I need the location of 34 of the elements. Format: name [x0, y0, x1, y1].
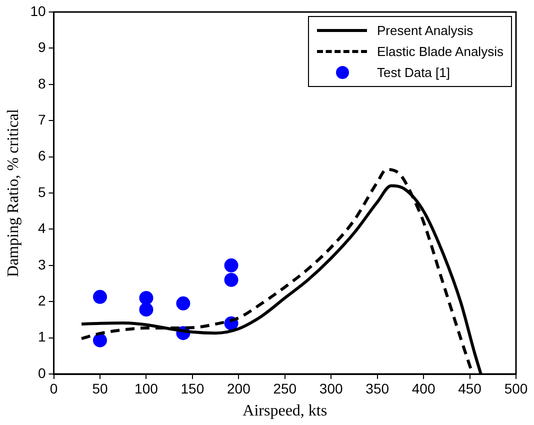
x-tick-label: 300	[319, 380, 343, 396]
y-tick-label: 2	[38, 292, 46, 308]
y-tick-label: 6	[38, 148, 46, 164]
x-tick-label: 100	[134, 380, 158, 396]
y-tick-label: 7	[38, 111, 46, 128]
x-axis-title: Airspeed, kts	[242, 402, 328, 420]
y-tick-label: 0	[38, 364, 46, 381]
point	[224, 272, 238, 287]
y-tick-label: 1	[38, 328, 46, 345]
point	[92, 333, 107, 348]
point	[139, 290, 154, 305]
x-tick-label: 150	[180, 380, 204, 396]
x-tick-label: 0	[50, 380, 58, 396]
x-tick-label: 250	[273, 380, 297, 396]
x-tick-label: 50	[92, 380, 108, 396]
legend-label: Test Data [1]	[377, 65, 450, 80]
y-tick-label: 8	[38, 75, 46, 92]
legend-label: Present Analysis	[377, 23, 474, 38]
point	[224, 258, 238, 272]
point	[139, 302, 154, 317]
point	[92, 290, 107, 304]
y-tick-label: 3	[38, 256, 46, 272]
y-tick-label: 10	[30, 2, 46, 19]
y-axis-title: Damping Ratio, % critical	[4, 108, 22, 277]
y-tick-label: 4	[38, 220, 46, 236]
x-tick-label: 450	[458, 380, 482, 396]
y-tick-label: 5	[38, 184, 46, 200]
point	[176, 296, 190, 310]
legend-label: Elastic Blade Analysis	[377, 44, 504, 59]
x-tick-label: 400	[412, 380, 436, 396]
y-tick-label: 9	[38, 39, 46, 56]
x-tick-label: 500	[504, 380, 528, 396]
x-tick-label: 200	[226, 380, 251, 396]
x-tick-label: 350	[366, 380, 390, 396]
